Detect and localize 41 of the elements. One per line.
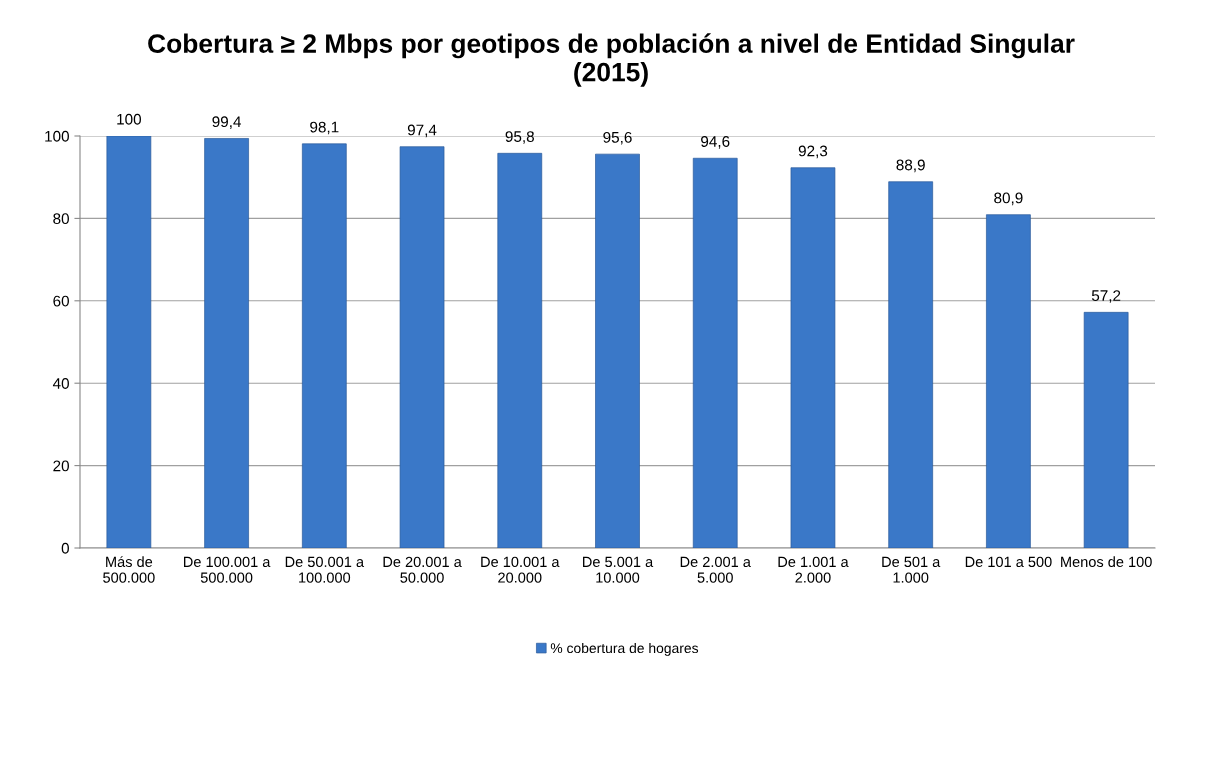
- bar: [692, 157, 738, 548]
- y-tick-label: 80: [53, 213, 69, 225]
- data-label: 100: [117, 113, 142, 125]
- x-tick-label: De 50.001 a 100.000: [285, 556, 365, 583]
- bar: [106, 136, 152, 548]
- x-tick-label: De 10.001 a 20.000: [481, 556, 560, 583]
- x-tick-label: De 101 a 500: [965, 556, 1052, 568]
- x-tick-label: De 501 a 1.000: [882, 556, 941, 583]
- bar: [595, 153, 640, 548]
- x-tick-label: De 1.001 a 2.000: [778, 556, 849, 583]
- y-tick-label: 20: [53, 460, 69, 472]
- bar: [399, 146, 445, 548]
- y-tick-label: 40: [52, 378, 69, 389]
- data-label: 98,1: [310, 121, 339, 135]
- data-label: 97,4: [407, 124, 437, 138]
- bar: [1083, 311, 1129, 548]
- data-label: 94,6: [701, 136, 730, 149]
- bar: [497, 152, 543, 548]
- x-tick-label: Más de 500.000: [103, 556, 155, 583]
- x-tick-label: De 5.001 a 10.000: [583, 556, 654, 583]
- legend-label: % cobertura de hogares: [550, 642, 699, 656]
- data-label: 99,4: [212, 116, 242, 129]
- x-tick-label: De 2.001 a 5.000: [680, 556, 751, 583]
- data-label: 92,3: [798, 145, 828, 159]
- x-tick-label: De 20.001 a 50.000: [383, 556, 462, 583]
- data-label: 80,9: [994, 192, 1023, 206]
- data-label: 95,6: [603, 131, 632, 145]
- bar: [790, 167, 836, 548]
- bar: [888, 181, 934, 548]
- data-label: 57,2: [1091, 290, 1121, 303]
- bar: [301, 143, 347, 548]
- y-tick-label: 60: [53, 295, 69, 307]
- chart-title: Cobertura ≥ 2 Mbps por geotipos de población a nivel de Entidad Singular (2015): [148, 33, 1075, 87]
- y-tick-label: 0: [61, 542, 69, 554]
- data-label: 95,8: [505, 131, 534, 144]
- x-tick-label: Menos de 100: [1061, 556, 1152, 568]
- data-label: 88,9: [896, 159, 925, 173]
- y-tick-label: 100: [45, 130, 69, 142]
- x-tick-label: De 100.001 a 500.000: [184, 556, 271, 583]
- bar: [986, 214, 1031, 548]
- bar: [204, 138, 249, 548]
